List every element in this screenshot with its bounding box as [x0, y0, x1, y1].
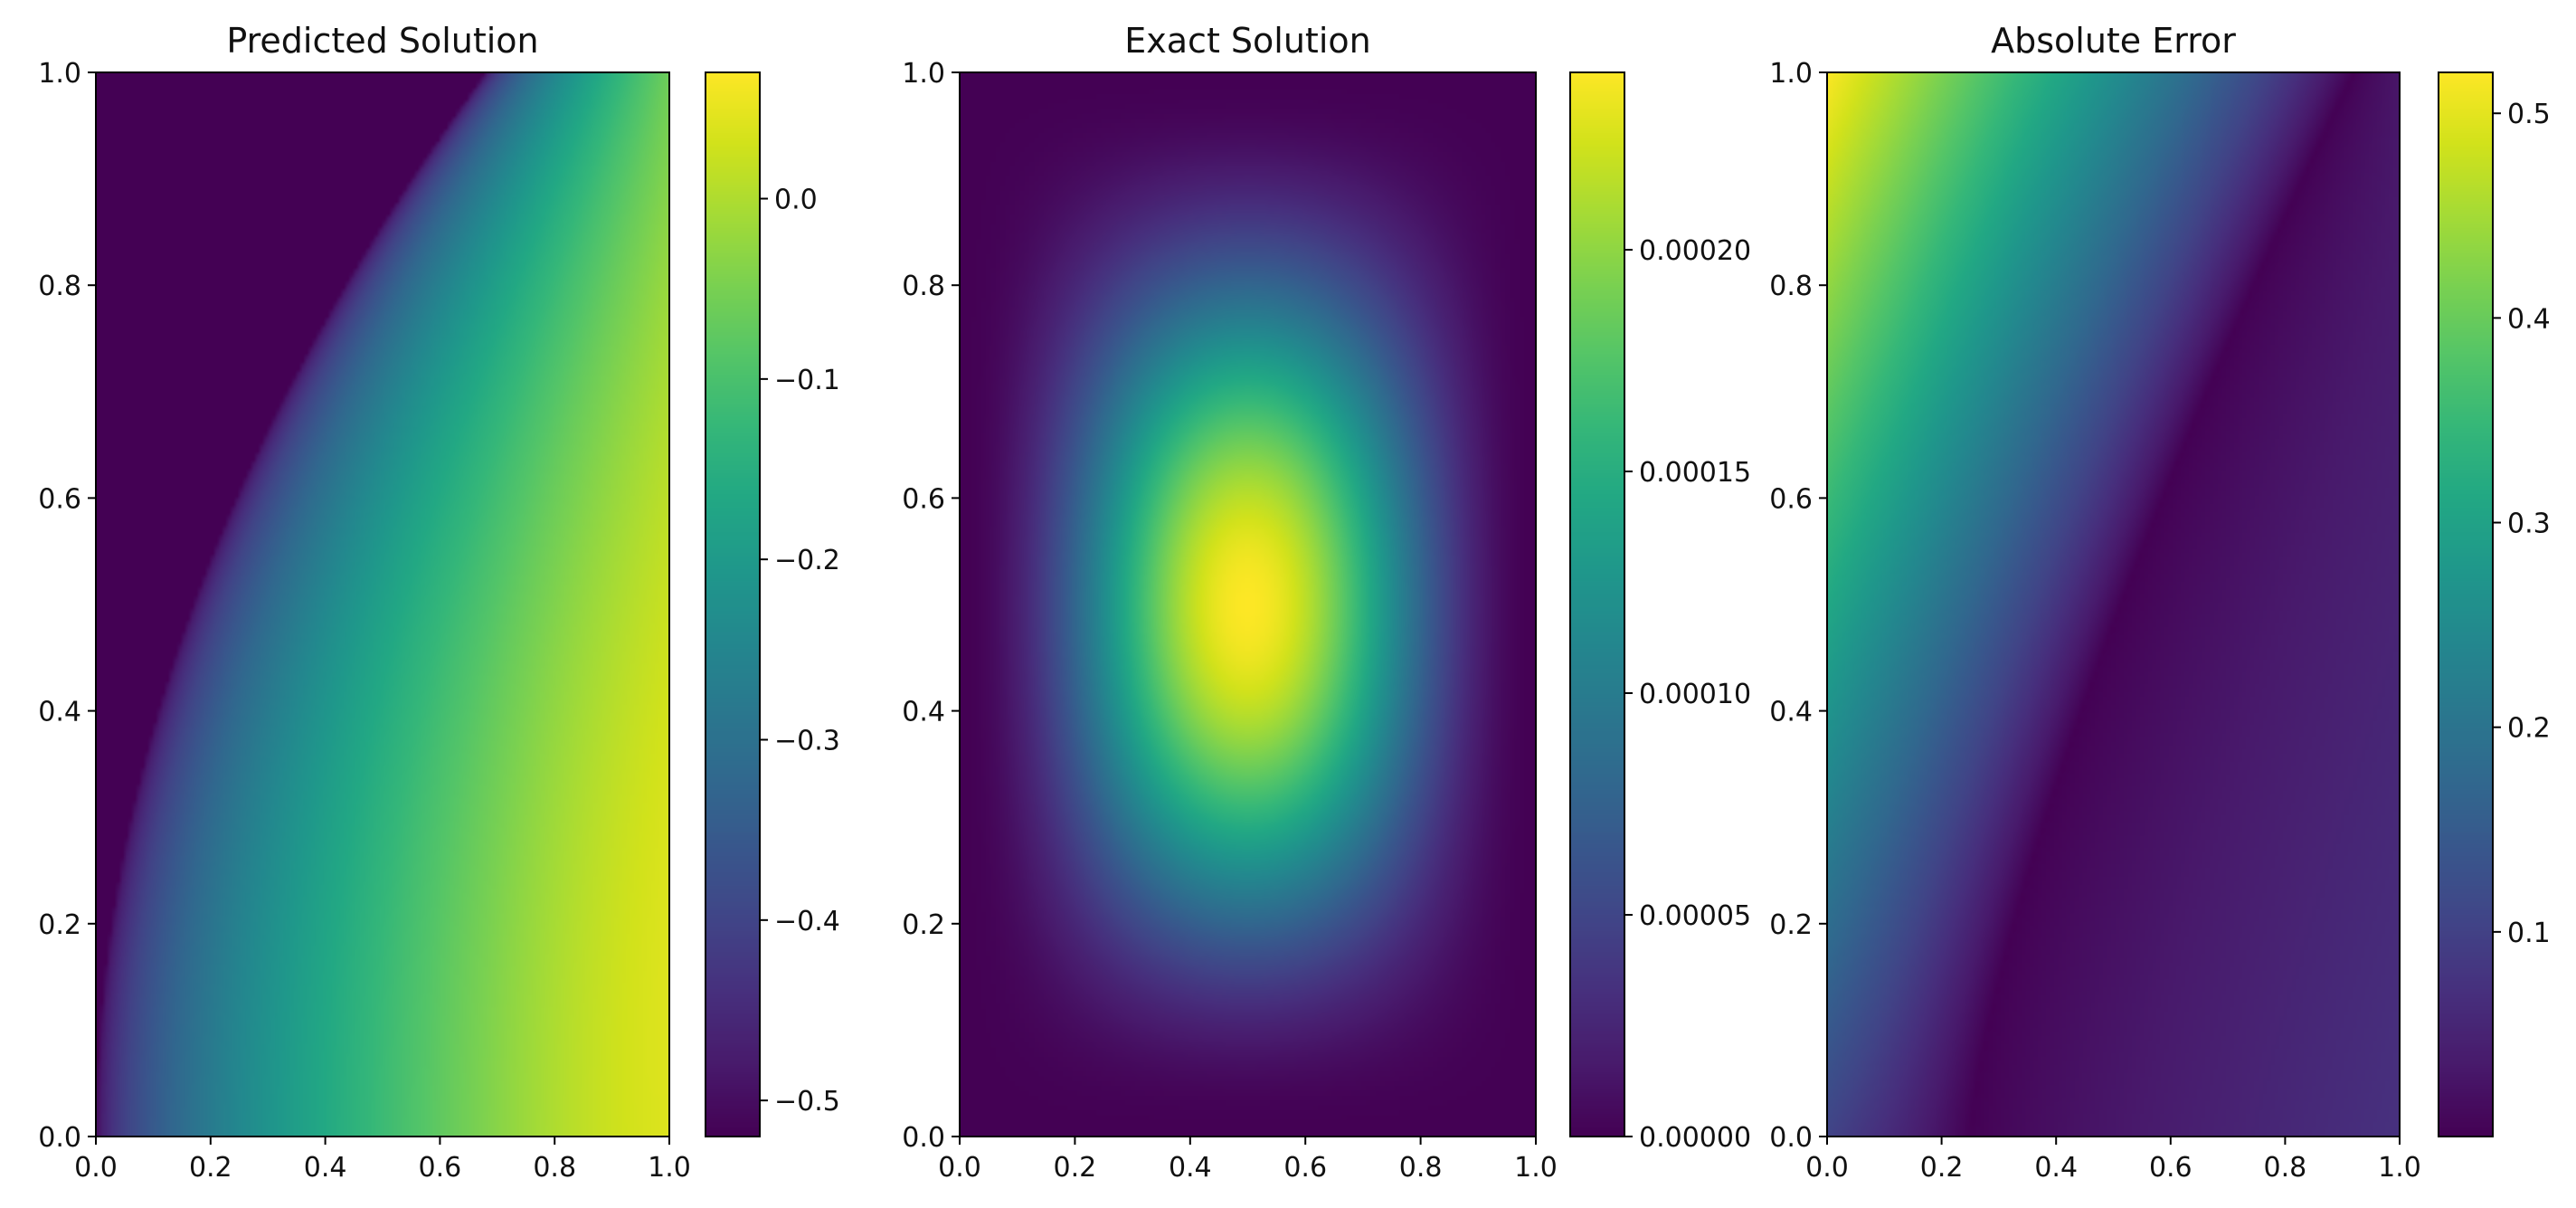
error-xtick-label: 0.6: [2149, 1152, 2192, 1184]
error-xtick-label: 0.4: [2034, 1152, 2078, 1184]
exact-colorbar-tick-label: 0.00010: [1639, 679, 1751, 710]
predicted-colorbar-frame: [705, 71, 761, 1137]
exact-ytick-label: 0.2: [902, 909, 945, 941]
error-xtick-label: 1.0: [2378, 1152, 2421, 1184]
predicted-xtick-label: 1.0: [648, 1152, 691, 1184]
exact-xtick-label: 0.4: [1169, 1152, 1212, 1184]
predicted-colorbar-tick-label: −0.2: [774, 545, 840, 576]
predicted-colorbar-tick-label: −0.5: [774, 1086, 840, 1118]
predicted-colorbar-tick-label: −0.1: [774, 365, 840, 396]
predicted-heatmap: [96, 72, 669, 1137]
predicted-ytick-label: 0.0: [38, 1122, 81, 1154]
error-colorbar-tick-label: 0.4: [2507, 303, 2551, 335]
error-ytick-label: 0.0: [1769, 1122, 1813, 1154]
predicted-ytick-label: 0.8: [38, 271, 81, 302]
error-panel: Absolute Error 0.0 0.2 0.4 0.6 0.8 1.0 0.0 0.2 0.…: [1769, 21, 2550, 1184]
predicted-ytick-label: 0.6: [38, 483, 81, 515]
error-colorbar-tick-label: 0.3: [2507, 509, 2551, 540]
exact-colorbar: [1570, 72, 1624, 1137]
error-ytick-label: 0.8: [1769, 271, 1813, 302]
error-ytick-label: 0.2: [1769, 909, 1813, 941]
exact-ytick-label: 0.8: [902, 271, 945, 302]
error-xtick-label: 0.8: [2264, 1152, 2307, 1184]
exact-plot-frame: [959, 71, 1537, 1137]
predicted-xtick-label: 0.4: [304, 1152, 347, 1184]
predicted-colorbar: [706, 72, 760, 1137]
error-xtick-label: 0.2: [1920, 1152, 1964, 1184]
exact-title: Exact Solution: [1124, 21, 1370, 61]
predicted-xtick-label: 0.6: [419, 1152, 462, 1184]
exact-colorbar-tick-label: 0.00015: [1639, 457, 1751, 489]
error-colorbar-tick-label: 0.1: [2507, 918, 2551, 949]
error-colorbar-tick-label: 0.5: [2507, 99, 2551, 130]
exact-ytick-label: 0.0: [902, 1122, 945, 1154]
predicted-colorbar-tick-label: −0.3: [774, 725, 840, 756]
error-ytick-label: 1.0: [1769, 58, 1813, 90]
exact-colorbar-tick-label: 0.00005: [1639, 900, 1751, 932]
predicted-ytick-label: 0.4: [38, 697, 81, 728]
error-colorbar: [2439, 72, 2493, 1137]
error-xtick-label: 0.0: [1805, 1152, 1849, 1184]
exact-xtick-label: 0.6: [1283, 1152, 1327, 1184]
predicted-ytick-label: 1.0: [38, 58, 81, 90]
error-colorbar-frame: [2438, 71, 2494, 1137]
exact-xtick-label: 0.0: [938, 1152, 981, 1184]
exact-xtick-label: 0.8: [1399, 1152, 1443, 1184]
predicted-title: Predicted Solution: [226, 21, 538, 61]
predicted-xtick-label: 0.0: [74, 1152, 118, 1184]
exact-ytick-label: 0.6: [902, 483, 945, 515]
predicted-plot-frame: [95, 71, 670, 1137]
exact-heatmap: [960, 72, 1536, 1137]
error-plot-frame: [1826, 71, 2401, 1137]
error-colorbar-tick-label: 0.2: [2507, 713, 2551, 745]
predicted-colorbar-tick-label: 0.0: [774, 185, 818, 216]
exact-ytick-label: 0.4: [902, 697, 945, 728]
error-title: Absolute Error: [1991, 21, 2236, 61]
predicted-colorbar-tick-label: −0.4: [774, 906, 840, 937]
predicted-xtick-label: 0.8: [533, 1152, 576, 1184]
predicted-xtick-label: 0.2: [189, 1152, 232, 1184]
exact-xtick-label: 0.2: [1054, 1152, 1097, 1184]
exact-colorbar-tick-label: 0.00000: [1639, 1122, 1751, 1154]
error-ytick-label: 0.6: [1769, 483, 1813, 515]
error-heatmap: [1827, 72, 2400, 1137]
exact-colorbar-tick-label: 0.00020: [1639, 235, 1751, 267]
exact-xtick-label: 1.0: [1514, 1152, 1558, 1184]
error-ytick-label: 0.4: [1769, 697, 1813, 728]
predicted-ytick-label: 0.2: [38, 909, 81, 941]
exact-ytick-label: 1.0: [902, 58, 945, 90]
exact-panel: Exact Solution 0.0 0.2 0.4 0.6 0.8 1.0 0.0 0.2 0.…: [902, 21, 1751, 1184]
exact-colorbar-frame: [1569, 71, 1625, 1137]
